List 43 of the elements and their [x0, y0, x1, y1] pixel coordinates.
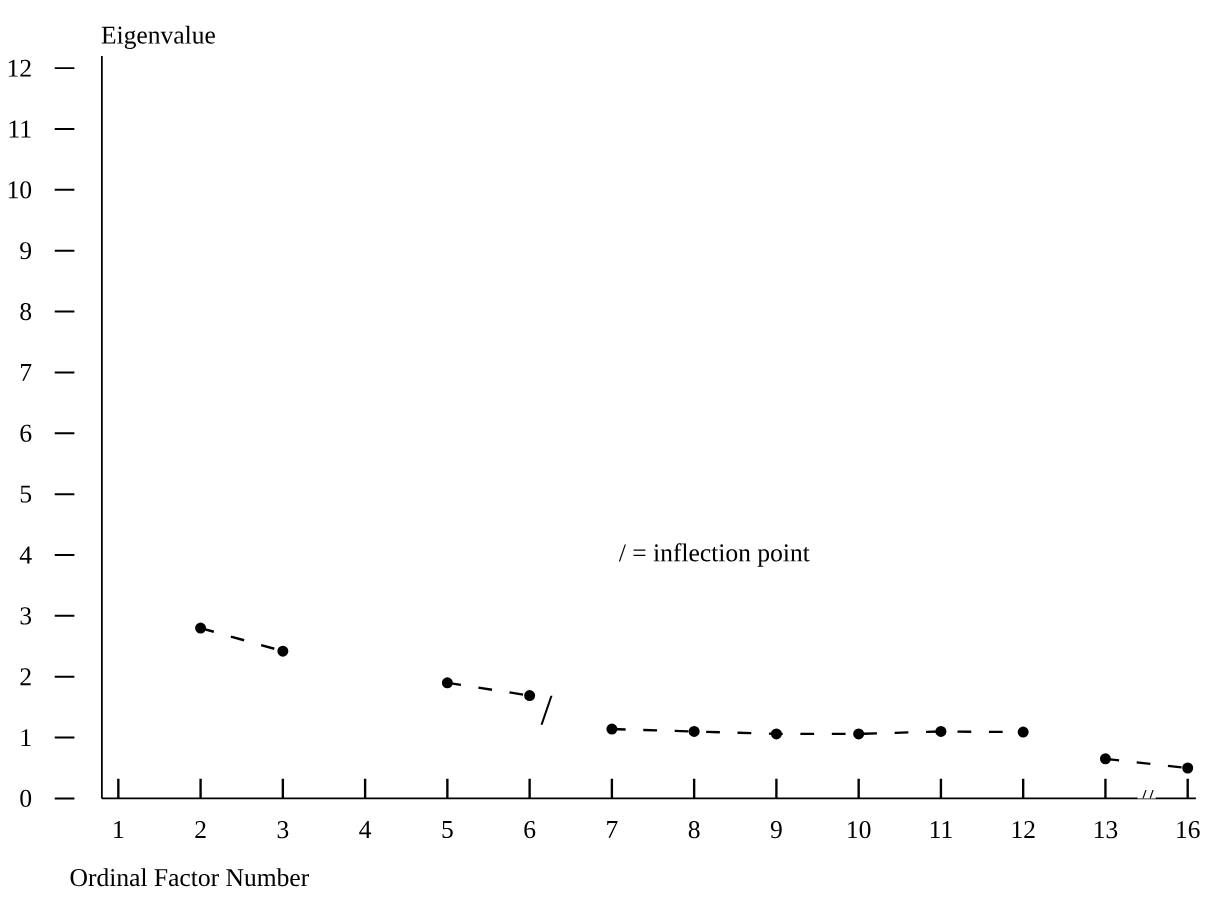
- point: [688, 725, 700, 737]
- y-tick-label: 8: [20, 302, 32, 321]
- point: [441, 677, 453, 689]
- point: [770, 728, 782, 740]
- point: [606, 723, 618, 735]
- y-axis-title: Eigenvalue: [101, 25, 215, 49]
- point: [935, 725, 947, 737]
- y-tick-label: 4: [19, 546, 32, 564]
- x-tick-label: 9: [770, 820, 782, 839]
- point: [853, 728, 865, 740]
- x-tick-label: 3: [277, 820, 289, 839]
- y-tick-label: 3: [20, 607, 32, 625]
- x-tick-label: 4: [359, 820, 372, 838]
- y-tick-label: 10: [8, 181, 32, 199]
- point: [1099, 753, 1111, 765]
- x-tick-label: 10: [848, 820, 871, 839]
- x-tick-label: 1: [114, 820, 124, 838]
- y-tick-label: 6: [20, 424, 32, 442]
- x-tick-label: 5: [442, 820, 453, 838]
- x-tick-label: 7: [607, 820, 618, 838]
- x-tick-label: 8: [688, 820, 700, 839]
- x-axis-title: Ordinal Factor Number: [70, 868, 309, 887]
- point: [277, 645, 289, 657]
- point: [1017, 726, 1029, 738]
- annotation: /: [540, 695, 553, 725]
- y-tick-label: 0: [20, 789, 32, 807]
- y-tick-label: 7: [21, 363, 32, 381]
- y-tick-label: 12: [8, 59, 31, 77]
- y-tick-label: 1: [21, 728, 31, 746]
- point: [1182, 762, 1194, 774]
- x-tick-label: 12: [1012, 820, 1035, 838]
- y-tick-label: 11: [9, 120, 31, 138]
- x-tick-label: 2: [195, 820, 206, 838]
- annotation: / = inflection point: [618, 543, 810, 567]
- y-tick-label: 9: [20, 241, 32, 260]
- x-tick-label: 13: [1094, 820, 1118, 839]
- x-tick-label: 11: [930, 820, 952, 838]
- point: [195, 622, 207, 634]
- x-tick-label: 6: [524, 820, 536, 839]
- point: [524, 689, 536, 701]
- y-tick-label: 2: [20, 668, 31, 686]
- x-tick-label: 16: [1177, 820, 1200, 839]
- y-tick-label: 5: [20, 485, 32, 503]
